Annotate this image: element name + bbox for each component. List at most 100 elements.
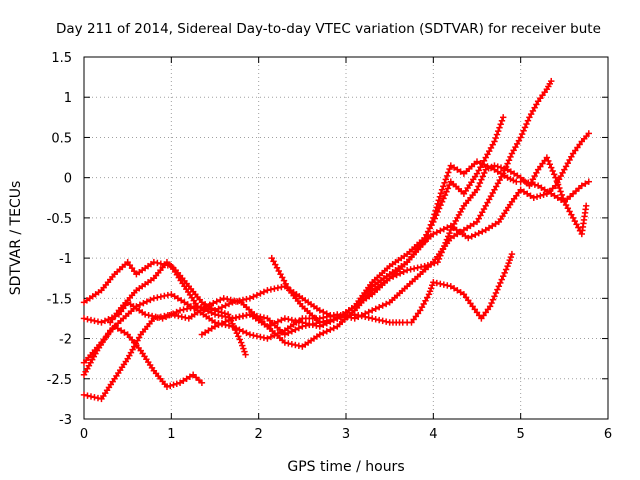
data-point bbox=[443, 188, 450, 195]
data-point bbox=[87, 316, 95, 324]
data-point bbox=[540, 191, 547, 198]
data-point bbox=[121, 329, 128, 336]
data-point bbox=[327, 316, 334, 324]
data-point bbox=[114, 325, 122, 332]
data-point bbox=[187, 303, 195, 310]
data-point bbox=[431, 215, 438, 222]
data-point bbox=[239, 312, 247, 320]
data-point bbox=[531, 104, 538, 111]
data-point bbox=[473, 170, 481, 177]
data-point bbox=[220, 295, 227, 302]
data-point bbox=[198, 299, 206, 306]
data-point bbox=[215, 321, 222, 329]
data-point bbox=[562, 201, 570, 209]
data-point bbox=[111, 323, 118, 330]
data-point bbox=[520, 188, 528, 195]
data-point bbox=[501, 165, 508, 172]
data-point bbox=[358, 312, 365, 320]
series-line bbox=[83, 160, 587, 336]
data-point bbox=[491, 293, 498, 300]
data-point bbox=[512, 143, 519, 151]
data-point bbox=[323, 317, 330, 325]
data-point bbox=[171, 312, 179, 319]
data-point bbox=[147, 296, 154, 304]
data-point bbox=[94, 394, 102, 402]
data-point bbox=[267, 286, 275, 293]
data-point bbox=[407, 266, 414, 273]
data-point bbox=[316, 307, 323, 314]
data-point bbox=[434, 258, 441, 266]
data-point bbox=[492, 220, 499, 228]
data-point bbox=[217, 296, 224, 304]
data-point bbox=[457, 289, 464, 296]
data-point bbox=[564, 205, 572, 212]
data-point bbox=[496, 124, 503, 131]
data-point bbox=[476, 179, 484, 187]
data-point bbox=[546, 161, 553, 168]
data-point bbox=[176, 379, 184, 386]
data-point bbox=[531, 172, 538, 180]
data-point bbox=[533, 169, 540, 177]
data-point bbox=[568, 153, 575, 160]
data-point bbox=[529, 107, 537, 115]
data-point bbox=[441, 191, 449, 199]
data-point bbox=[478, 176, 485, 183]
data-point bbox=[417, 263, 425, 271]
data-point bbox=[427, 260, 435, 268]
data-point bbox=[271, 320, 278, 327]
data-point bbox=[181, 299, 188, 306]
data-point bbox=[98, 319, 105, 326]
data-point bbox=[477, 212, 484, 219]
y-tick-label: -1.5 bbox=[47, 292, 72, 307]
data-point bbox=[498, 117, 506, 124]
data-point bbox=[494, 286, 501, 293]
data-point bbox=[365, 308, 372, 316]
data-point bbox=[198, 331, 206, 338]
data-point bbox=[489, 222, 496, 230]
data-point bbox=[316, 331, 323, 338]
data-point bbox=[84, 392, 91, 399]
data-point bbox=[552, 174, 559, 181]
data-point bbox=[554, 181, 562, 188]
data-point bbox=[510, 170, 518, 177]
data-point bbox=[482, 166, 489, 173]
data-point bbox=[205, 303, 212, 310]
data-point bbox=[441, 242, 448, 250]
data-point bbox=[561, 166, 568, 173]
data-point bbox=[492, 289, 500, 297]
data-point bbox=[215, 308, 222, 315]
data-point bbox=[271, 285, 278, 292]
data-point bbox=[479, 228, 486, 235]
data-point bbox=[467, 222, 474, 230]
data-point bbox=[270, 258, 277, 265]
data-point bbox=[578, 182, 585, 189]
data-point bbox=[486, 196, 493, 203]
data-point bbox=[379, 302, 386, 309]
data-point bbox=[243, 312, 250, 319]
data-point bbox=[500, 114, 507, 121]
data-point bbox=[191, 305, 198, 312]
data-point bbox=[568, 211, 575, 218]
data-point bbox=[556, 184, 563, 192]
data-point bbox=[295, 324, 303, 332]
data-point bbox=[186, 373, 194, 380]
data-point bbox=[497, 121, 504, 128]
data-point bbox=[501, 269, 508, 277]
data-point bbox=[375, 303, 383, 311]
data-point bbox=[222, 318, 229, 325]
data-point bbox=[505, 259, 512, 267]
data-point bbox=[243, 295, 250, 303]
data-point bbox=[434, 200, 441, 208]
data-point bbox=[213, 298, 220, 305]
data-point bbox=[330, 316, 337, 323]
data-point bbox=[309, 321, 317, 329]
data-point bbox=[372, 305, 379, 312]
y-tick-label: 0 bbox=[64, 172, 72, 187]
data-point bbox=[530, 194, 537, 201]
data-point bbox=[479, 160, 486, 168]
data-point bbox=[167, 382, 174, 390]
data-point bbox=[243, 329, 250, 337]
data-point bbox=[514, 172, 521, 179]
data-point bbox=[410, 265, 418, 272]
data-point bbox=[582, 180, 589, 187]
